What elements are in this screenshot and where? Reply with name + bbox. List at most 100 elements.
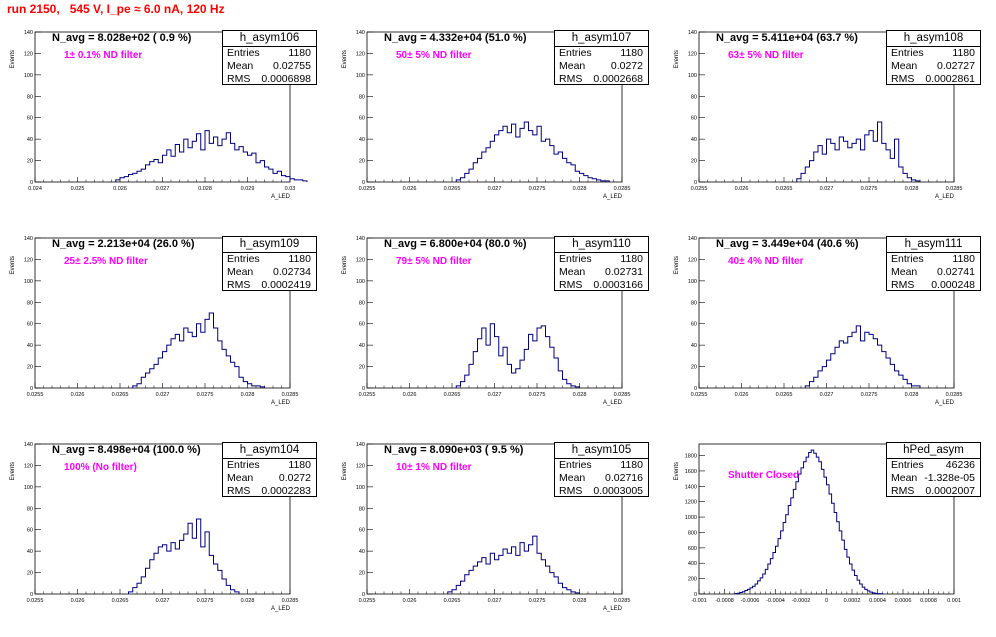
filter-label: Shutter Closed [728, 470, 800, 481]
stat-key: RMS [891, 73, 915, 85]
n-avg-label: N_avg = 6.800e+04 (80.0 %) [384, 238, 527, 250]
x-tick-label: 0.0285 [282, 392, 299, 398]
x-tick-label: 0.0275 [529, 186, 546, 192]
stat-value: 1180 [288, 459, 311, 471]
stat-key: RMS [891, 279, 915, 291]
x-tick-label: 0.027 [156, 186, 170, 192]
x-tick-label: 0.0265 [444, 186, 461, 192]
histogram-line [132, 312, 265, 388]
histogram-plot: 0.024 0.025 0.026 0.027 0.028 0.029 0.03 0 20 40 6… [10, 30, 308, 200]
filter-label: 25± 2.5% ND filter [64, 256, 148, 267]
y-tick-label: 120 [356, 463, 365, 469]
y-tick-label: 200 [688, 577, 697, 583]
x-tick-label: 0.026 [113, 186, 127, 192]
stat-value: 0.0272 [278, 472, 311, 484]
y-tick-label: 1000 [685, 515, 697, 521]
n-avg-label: N_avg = 8.090e+03 ( 9.5 %) [384, 444, 524, 456]
y-tick-label: 40 [691, 343, 697, 349]
stats-box: h_asym109 Entries 1180 Mean 0.02734 RMS 0.0002… [222, 236, 317, 291]
y-tick-label: 20 [27, 571, 33, 577]
y-tick-label: 40 [359, 343, 365, 349]
stat-key: Mean [891, 472, 918, 484]
stat-value: 1180 [288, 253, 311, 265]
y-tick-label: 1800 [685, 454, 697, 460]
histogram-panel: -0.001 -0.0008 -0.0006 -0.0004 -0.0002 0 0.000… [664, 430, 996, 637]
n-avg-label: N_avg = 5.411e+04 (63.7 %) [716, 32, 858, 44]
n-avg-label: N_avg = 4.332e+04 (51.0 %) [384, 32, 527, 44]
x-tick-label: 0.026 [403, 598, 417, 604]
stats-box: h_asym104 Entries 1180 Mean 0.0272 RMS 0.00022… [222, 442, 317, 497]
y-tick-label: 60 [359, 116, 365, 122]
stat-value: 46236 [945, 459, 975, 471]
y-tick-label: 140 [24, 30, 33, 36]
x-tick-label: 0.03 [285, 186, 296, 192]
x-tick-label: 0.0255 [359, 392, 376, 398]
histogram-plot: 0.0255 0.026 0.0265 0.027 0.0275 0.028 0.0285 0… [342, 442, 630, 612]
histogram-line [734, 449, 884, 595]
filter-label: 79± 5% ND filter [396, 256, 472, 267]
y-tick-label: 1200 [685, 500, 697, 506]
x-tick-label: 0.026 [735, 392, 749, 398]
stat-row-rms: RMS 0.0003166 [555, 279, 648, 292]
x-axis-label: A_LED [271, 194, 291, 200]
stat-key: Mean [227, 472, 254, 484]
filter-label: 1± 0.1% ND filter [64, 50, 143, 61]
x-axis-label: A_LED [935, 400, 955, 406]
stat-value: 0.0002007 [925, 485, 975, 497]
stat-row-entries: Entries 46236 [887, 459, 980, 472]
y-tick-label: 60 [359, 322, 365, 328]
filter-label: 63± 5% ND filter [728, 50, 804, 61]
y-tick-label: 20 [27, 159, 33, 165]
stat-key: RMS [227, 485, 251, 497]
filter-label: 10± 1% ND filter [396, 462, 472, 473]
stat-row-rms: RMS 0.0002007 [887, 485, 980, 498]
stat-row-entries: Entries 1180 [555, 459, 648, 472]
x-tick-label: 0.025 [71, 186, 85, 192]
y-tick-label: 80 [359, 300, 365, 306]
y-tick-label: 80 [359, 94, 365, 100]
y-tick-label: 800 [688, 530, 697, 536]
histogram-name: hPed_asym [887, 443, 980, 459]
y-tick-label: 120 [24, 257, 33, 263]
y-tick-label: 100 [688, 73, 697, 79]
stats-box: h_asym108 Entries 1180 Mean 0.02727 RMS 0.0002… [886, 30, 981, 85]
stat-value: 0.02731 [605, 266, 643, 278]
x-tick-label: 0.0275 [529, 598, 546, 604]
stat-row-mean: Mean 0.02727 [887, 60, 980, 73]
histogram-name: h_asym104 [223, 443, 316, 459]
y-tick-label: 40 [27, 343, 33, 349]
x-tick-label: 0.0275 [861, 186, 878, 192]
y-tick-label: 60 [27, 322, 33, 328]
histogram-name: h_asym105 [555, 443, 648, 459]
stat-value: 0.000248 [931, 279, 975, 291]
stat-value: 0.0002419 [261, 279, 311, 291]
x-tick-label: 0.027 [488, 392, 502, 398]
y-tick-label: 40 [27, 137, 33, 143]
stat-value: 1180 [620, 459, 643, 471]
x-tick-label: 0.027 [820, 186, 834, 192]
y-tick-label: 60 [27, 528, 33, 534]
stat-key: RMS [559, 73, 583, 85]
stat-row-entries: Entries 1180 [555, 253, 648, 266]
y-tick-label: 140 [24, 236, 33, 242]
stat-value: 0.0002668 [593, 73, 643, 85]
stat-row-entries: Entries 1180 [887, 47, 980, 60]
n-avg-label: N_avg = 3.449e+04 (40.6 %) [716, 238, 859, 250]
x-tick-label: 0.0265 [112, 598, 129, 604]
y-tick-label: 120 [24, 463, 33, 469]
x-tick-label: 0.0265 [444, 392, 461, 398]
y-tick-label: 60 [27, 116, 33, 122]
x-tick-label: -0.001 [691, 598, 707, 604]
n-avg-label: N_avg = 8.498e+04 (100.0 %) [52, 444, 201, 456]
stat-row-mean: Mean 0.02716 [555, 472, 648, 485]
histogram-line [447, 535, 580, 594]
filter-label: 50± 5% ND filter [396, 50, 472, 61]
stat-value: 1180 [620, 253, 643, 265]
x-tick-label: 0.0285 [946, 186, 963, 192]
x-axis-label: A_LED [271, 400, 291, 406]
y-tick-label: 0 [362, 592, 365, 598]
stat-key: Mean [227, 266, 254, 278]
stats-box: h_asym111 Entries 1180 Mean 0.02741 RMS 0.0002… [886, 236, 981, 291]
histogram-panel: 0.0255 0.026 0.0265 0.027 0.0275 0.028 0.0285 0… [664, 224, 996, 431]
stat-value: 0.0002861 [925, 73, 975, 85]
